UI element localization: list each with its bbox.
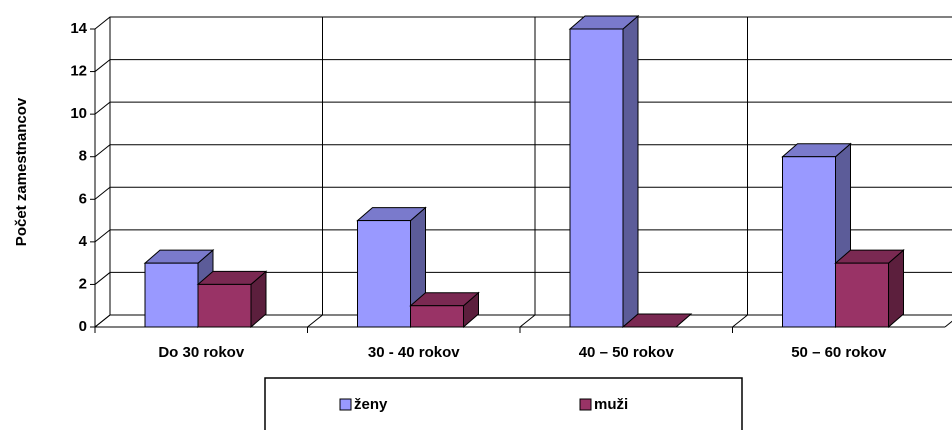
bar-front [357, 220, 411, 328]
y-tick-label: 2 [79, 275, 87, 292]
bar [568, 14, 640, 329]
bar-front [569, 28, 624, 328]
y-tick-label: 14 [70, 20, 87, 37]
floor-divider [944, 320, 952, 328]
bar-front [782, 156, 836, 328]
legend-label: muži [594, 396, 628, 413]
y-tick-label: 6 [79, 190, 87, 207]
y-tick-label: 12 [70, 63, 87, 80]
bar [196, 270, 268, 329]
grid-line [94, 101, 952, 115]
legend-swatch [579, 398, 592, 411]
bar [409, 291, 480, 329]
y-tick-label: 8 [79, 148, 87, 165]
x-tick-label: 50 – 60 rokov [791, 344, 887, 361]
y-tick-label: 0 [79, 318, 87, 335]
y-tick-label: 4 [79, 233, 88, 250]
bar [621, 313, 693, 328]
legend-box [264, 377, 743, 430]
legend-label: ženy [354, 396, 388, 413]
bar [834, 249, 905, 329]
bar-side [622, 14, 639, 329]
x-tick-label: 30 - 40 rokov [368, 344, 460, 361]
bar-front [410, 305, 464, 328]
bar-front [197, 283, 252, 328]
bar-top [621, 313, 693, 328]
floor-divider [307, 314, 323, 328]
x-tick-label: 40 – 50 rokov [579, 344, 675, 361]
grid-line [94, 59, 952, 72]
legend-swatch [339, 398, 352, 411]
floor-divider [732, 314, 748, 328]
bar [356, 206, 427, 329]
floor-divider [94, 314, 111, 328]
x-tick-label: Do 30 rokov [158, 344, 245, 361]
bar-front [835, 262, 889, 328]
grid-line [94, 16, 952, 30]
y-axis-label: Počet zamestnancov [13, 97, 30, 246]
y-tick-label: 10 [70, 105, 87, 122]
bar-front [144, 262, 199, 328]
floor-divider [519, 314, 536, 328]
